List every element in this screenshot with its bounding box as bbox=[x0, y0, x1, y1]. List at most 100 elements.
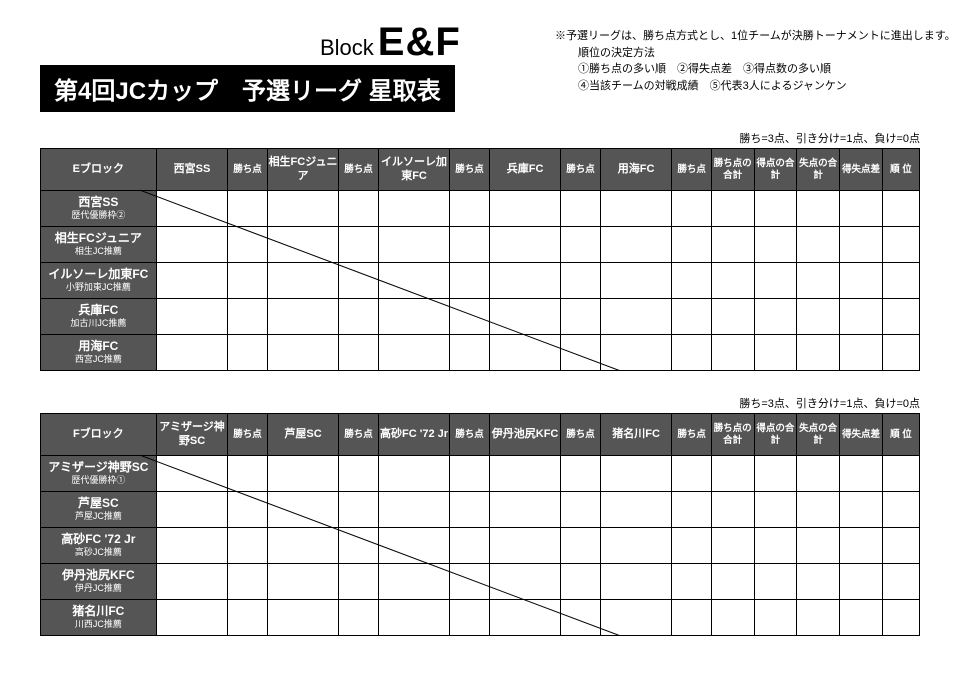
summary-cell bbox=[840, 456, 883, 492]
col-team-f1: 芦屋SC bbox=[267, 414, 339, 456]
points-cell bbox=[561, 528, 600, 564]
match-cell bbox=[267, 227, 339, 263]
points-cell bbox=[228, 600, 267, 636]
match-cell bbox=[378, 191, 450, 227]
summary-cell bbox=[840, 263, 883, 299]
points-cell bbox=[339, 456, 378, 492]
summary-cell bbox=[840, 528, 883, 564]
match-cell bbox=[489, 191, 561, 227]
summary-cell bbox=[754, 263, 797, 299]
points-cell bbox=[339, 299, 378, 335]
summary-cell bbox=[797, 335, 840, 371]
points-cell bbox=[450, 456, 489, 492]
match-cell bbox=[489, 456, 561, 492]
col-pts: 勝ち点 bbox=[228, 149, 267, 191]
col-team-f0: アミザージ神野SC bbox=[156, 414, 228, 456]
col-tokushitsu: 得失点差 bbox=[840, 414, 883, 456]
summary-cell bbox=[882, 492, 919, 528]
match-cell bbox=[267, 564, 339, 600]
col-team-f4: 猪名川FC bbox=[600, 414, 672, 456]
team-name: アミザージ神野SC bbox=[41, 461, 156, 474]
col-pts: 勝ち点 bbox=[561, 149, 600, 191]
col-tokushitsu: 得失点差 bbox=[840, 149, 883, 191]
summary-cell bbox=[711, 227, 754, 263]
match-cell bbox=[600, 564, 672, 600]
col-pts: 勝ち点 bbox=[672, 149, 711, 191]
summary-cell bbox=[840, 299, 883, 335]
points-cell bbox=[672, 528, 711, 564]
summary-cell bbox=[882, 600, 919, 636]
team-sub: 芦屋JC推薦 bbox=[41, 512, 156, 522]
match-cell bbox=[600, 600, 672, 636]
team-name: 猪名川FC bbox=[41, 605, 156, 618]
match-cell bbox=[156, 492, 228, 528]
match-cell bbox=[156, 263, 228, 299]
match-cell bbox=[378, 227, 450, 263]
points-cell bbox=[450, 335, 489, 371]
points-cell bbox=[561, 263, 600, 299]
team-sub: 歴代優勝枠② bbox=[41, 211, 156, 221]
match-cell bbox=[156, 299, 228, 335]
match-cell bbox=[267, 456, 339, 492]
match-cell bbox=[267, 600, 339, 636]
col-pts: 勝ち点 bbox=[339, 149, 378, 191]
match-cell bbox=[600, 263, 672, 299]
points-cell bbox=[450, 528, 489, 564]
block-e-label: Eブロック bbox=[41, 149, 157, 191]
summary-cell bbox=[797, 492, 840, 528]
summary-cell bbox=[711, 492, 754, 528]
points-cell bbox=[561, 564, 600, 600]
match-cell bbox=[378, 564, 450, 600]
match-cell bbox=[489, 227, 561, 263]
col-pts: 勝ち点 bbox=[450, 414, 489, 456]
points-cell bbox=[672, 191, 711, 227]
scoring-note-e: 勝ち=3点、引き分け=1点、負け=0点 bbox=[40, 130, 920, 146]
col-pts: 勝ち点 bbox=[228, 414, 267, 456]
team-row-label: 兵庫FC加古川JC推薦 bbox=[41, 299, 157, 335]
match-cell bbox=[489, 564, 561, 600]
points-cell bbox=[450, 227, 489, 263]
summary-cell bbox=[882, 263, 919, 299]
table-row: 高砂FC '72 Jr高砂JC推薦 bbox=[41, 528, 920, 564]
summary-cell bbox=[754, 299, 797, 335]
summary-cell bbox=[840, 191, 883, 227]
summary-cell bbox=[711, 299, 754, 335]
summary-cell bbox=[754, 600, 797, 636]
team-row-label: 西宮SS歴代優勝枠② bbox=[41, 191, 157, 227]
match-cell bbox=[267, 528, 339, 564]
notes-line1: ※予選リーグは、勝ち点方式とし、1位チームが決勝トーナメントに進出します。 bbox=[555, 28, 956, 45]
team-name: 用海FC bbox=[41, 340, 156, 353]
team-sub: 相生JC推薦 bbox=[41, 247, 156, 257]
team-row-label: イルソーレ加東FC小野加東JC推薦 bbox=[41, 263, 157, 299]
points-cell bbox=[561, 492, 600, 528]
points-cell bbox=[339, 335, 378, 371]
match-cell bbox=[600, 227, 672, 263]
block-prefix: Block bbox=[320, 35, 374, 61]
summary-cell bbox=[882, 191, 919, 227]
points-cell bbox=[672, 299, 711, 335]
points-cell bbox=[672, 564, 711, 600]
points-cell bbox=[561, 227, 600, 263]
team-row-label: 伊丹池尻KFC伊丹JC推薦 bbox=[41, 564, 157, 600]
match-cell bbox=[267, 299, 339, 335]
points-cell bbox=[339, 263, 378, 299]
points-cell bbox=[672, 600, 711, 636]
points-cell bbox=[339, 600, 378, 636]
summary-cell bbox=[754, 191, 797, 227]
points-cell bbox=[561, 456, 600, 492]
match-cell bbox=[267, 191, 339, 227]
summary-cell bbox=[840, 335, 883, 371]
points-cell bbox=[561, 335, 600, 371]
team-row-label: 猪名川FC川西JC推薦 bbox=[41, 600, 157, 636]
block-f-label: Fブロック bbox=[41, 414, 157, 456]
col-team-e3: 兵庫FC bbox=[489, 149, 561, 191]
points-cell bbox=[450, 564, 489, 600]
scoring-note-f: 勝ち=3点、引き分け=1点、負け=0点 bbox=[40, 395, 920, 411]
team-row-label: 芦屋SC芦屋JC推薦 bbox=[41, 492, 157, 528]
points-cell bbox=[228, 492, 267, 528]
team-row-label: 用海FC西宮JC推薦 bbox=[41, 335, 157, 371]
summary-cell bbox=[797, 299, 840, 335]
summary-cell bbox=[711, 335, 754, 371]
table-row: 伊丹池尻KFC伊丹JC推薦 bbox=[41, 564, 920, 600]
col-rank: 順 位 bbox=[882, 149, 919, 191]
